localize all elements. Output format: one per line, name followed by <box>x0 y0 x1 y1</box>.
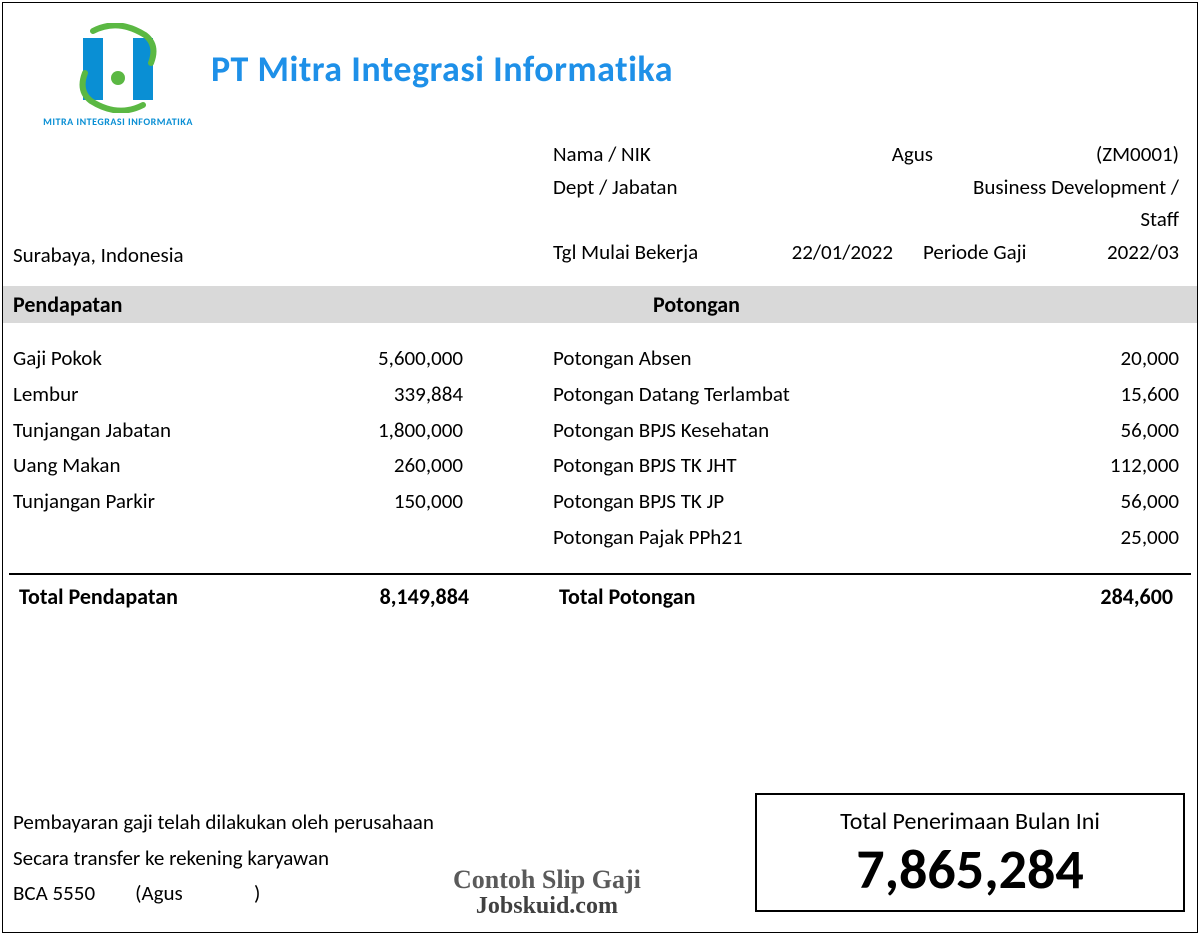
dept-empty <box>753 171 953 236</box>
employee-nik: (ZM0001) <box>953 138 1187 171</box>
deduction-value: 56,000 <box>923 413 1179 449</box>
payment-note: Pembayaran gaji telah dilakukan oleh per… <box>13 805 473 912</box>
totals-row: Total Pendapatan 8,149,884 Total Potonga… <box>9 573 1191 618</box>
payment-line2: Secara transfer ke rekening karyawan <box>13 841 473 877</box>
line-items: Gaji Pokok Lembur Tunjangan Jabatan Uang… <box>3 323 1197 555</box>
payslip-document: MITRA INTEGRASI INFORMATIKA PT Mitra Int… <box>2 2 1198 933</box>
income-labels: Gaji Pokok Lembur Tunjangan Jabatan Uang… <box>13 341 353 555</box>
deduction-value: 25,000 <box>923 520 1179 556</box>
deduction-label: Potongan Datang Terlambat <box>553 377 923 413</box>
income-value: 1,800,000 <box>353 413 463 449</box>
deduction-value: 112,000 <box>923 448 1179 484</box>
deduction-header: Potongan <box>653 291 1187 318</box>
employee-name: Agus <box>753 138 953 171</box>
income-header: Pendapatan <box>13 291 653 318</box>
income-label: Tunjangan Jabatan <box>13 413 353 449</box>
bank-info: BCA 5550 <box>13 876 95 912</box>
watermark-line2: Jobskuid.com <box>453 893 641 920</box>
watermark: Contoh Slip Gaji Jobskuid.com <box>453 865 641 920</box>
deduction-values: 20,000 15,600 56,000 112,000 56,000 25,0… <box>923 341 1187 555</box>
income-value: 260,000 <box>353 448 463 484</box>
company-logo: MITRA INTEGRASI INFORMATIKA <box>43 23 193 128</box>
dept-value: Business Development / Staff <box>953 171 1187 236</box>
net-total-box: Total Penerimaan Bulan Ini 7,865,284 <box>755 793 1185 912</box>
deduction-value: 20,000 <box>923 341 1179 377</box>
net-total-label: Total Penerimaan Bulan Ini <box>765 807 1175 836</box>
total-income-label: Total Pendapatan <box>19 583 359 610</box>
dept-label: Dept / Jabatan <box>553 171 753 236</box>
total-income-value: 8,149,884 <box>359 583 559 610</box>
header: MITRA INTEGRASI INFORMATIKA PT Mitra Int… <box>3 3 1197 138</box>
watermark-line1: Contoh Slip Gaji <box>453 865 641 895</box>
income-value: 5,600,000 <box>353 341 463 377</box>
income-values: 5,600,000 339,884 1,800,000 260,000 150,… <box>353 341 553 555</box>
income-value: 150,000 <box>353 484 463 520</box>
total-deduction-label: Total Potongan <box>559 583 929 610</box>
employee-info: Surabaya, Indonesia Nama / NIK Agus (ZM0… <box>3 138 1197 276</box>
income-label: Lembur <box>13 377 353 413</box>
period-value: 2022/03 <box>1063 236 1187 269</box>
account-name: (Agus ) <box>135 876 260 912</box>
income-label: Uang Makan <box>13 448 353 484</box>
income-value: 339,884 <box>353 377 463 413</box>
company-name: PT Mitra Integrasi Informatika <box>211 47 673 91</box>
deduction-value: 56,000 <box>923 484 1179 520</box>
deduction-label: Potongan BPJS TK JP <box>553 484 923 520</box>
company-location: Surabaya, Indonesia <box>13 242 553 268</box>
deduction-labels: Potongan Absen Potongan Datang Terlambat… <box>553 341 923 555</box>
deduction-label: Potongan Pajak PPh21 <box>553 520 923 556</box>
net-total-value: 7,865,284 <box>765 840 1175 902</box>
deduction-label: Potongan BPJS Kesehatan <box>553 413 923 449</box>
payment-line1: Pembayaran gaji telah dilakukan oleh per… <box>13 805 473 841</box>
deduction-label: Potongan Absen <box>553 341 923 377</box>
total-deduction-value: 284,600 <box>929 583 1181 610</box>
logo-caption: MITRA INTEGRASI INFORMATIKA <box>43 115 193 128</box>
start-date-value: 22/01/2022 <box>753 236 923 269</box>
start-date-label: Tgl Mulai Bekerja <box>553 236 753 269</box>
name-nik-label: Nama / NIK <box>553 138 753 171</box>
period-label: Periode Gaji <box>923 236 1063 269</box>
logo-icon <box>63 23 173 113</box>
deduction-label: Potongan BPJS TK JHT <box>553 448 923 484</box>
income-label: Tunjangan Parkir <box>13 484 353 520</box>
deduction-value: 15,600 <box>923 377 1179 413</box>
section-headers: Pendapatan Potongan <box>3 286 1197 323</box>
income-label: Gaji Pokok <box>13 341 353 377</box>
